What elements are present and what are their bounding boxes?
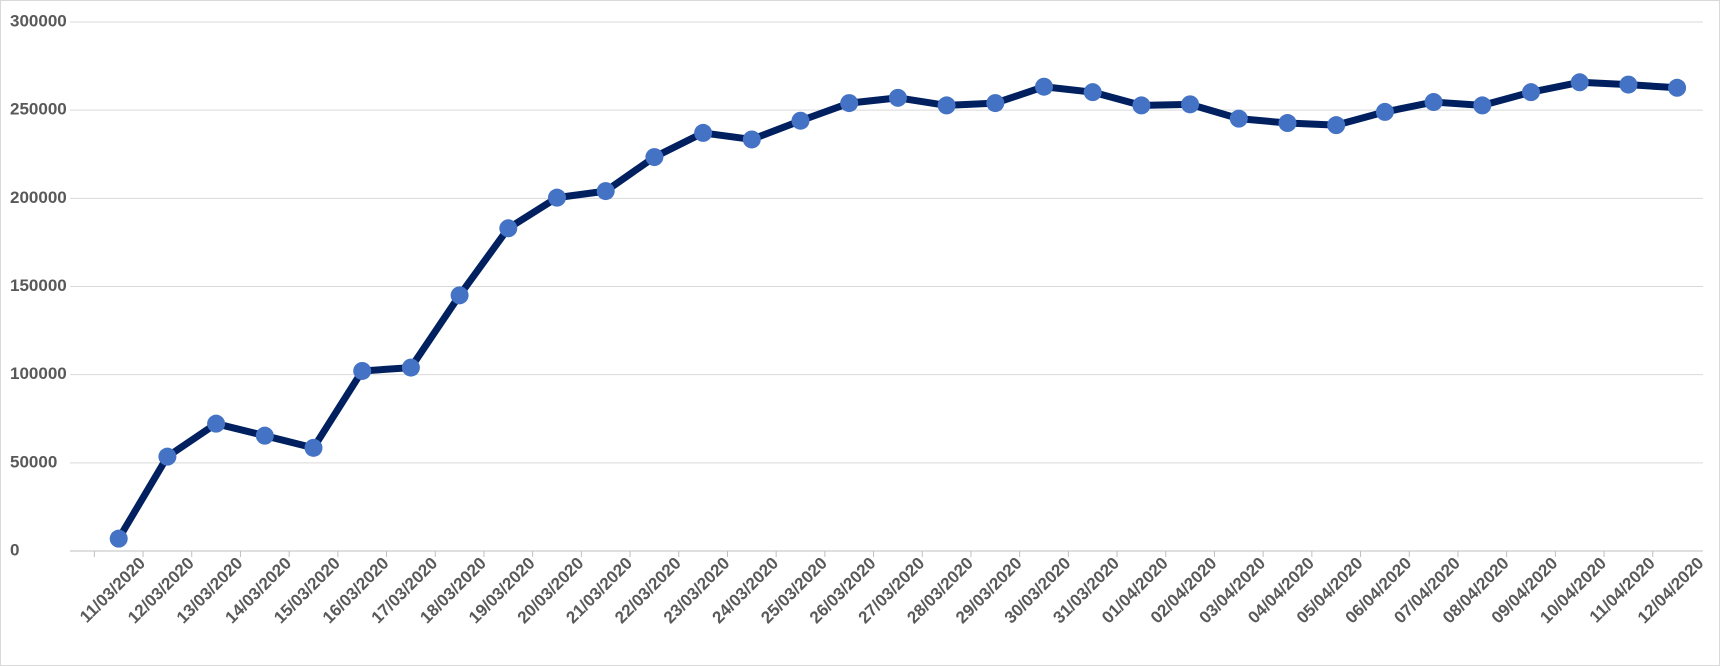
marker [1522,83,1540,102]
y-tick-label: 300000 [10,11,67,30]
marker [1668,78,1687,97]
marker [1181,95,1200,114]
marker [353,361,372,380]
y-tick-label: 250000 [10,100,67,119]
marker [255,426,274,445]
marker [401,358,420,377]
marker [158,447,177,466]
marker [1424,93,1443,112]
marker [694,123,713,142]
marker [1327,116,1346,135]
y-tick-label: 0 [10,540,19,559]
line [115,78,1678,541]
marker [840,94,859,113]
marker [109,529,128,548]
marker [1278,114,1297,133]
marker [937,96,956,115]
marker [596,182,615,201]
marker [548,188,566,207]
marker [1035,77,1053,96]
y-tick-label: 200000 [10,188,67,207]
marker [888,88,907,107]
marker [499,219,518,238]
marker [1375,102,1394,121]
marker [207,414,226,433]
y-tick-label: 50000 [10,452,57,471]
marker [742,130,761,149]
marker [791,111,810,130]
marker [1229,109,1248,128]
marker [304,438,323,457]
y-tick-label: 150000 [10,276,67,295]
marker [986,94,1005,113]
marker [1083,83,1102,102]
marker [1132,96,1151,115]
marker [1473,96,1492,115]
y-tick-label: 100000 [10,364,67,383]
marker [1619,75,1638,94]
marker [645,148,664,167]
marker [450,286,469,305]
marker [1570,73,1589,92]
